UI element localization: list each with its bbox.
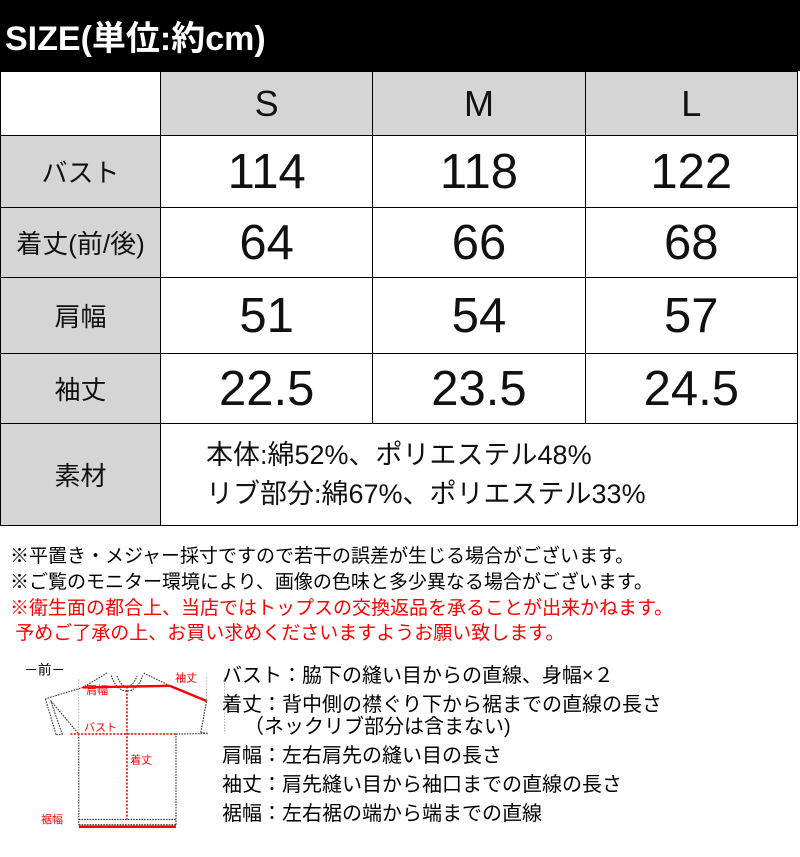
- svg-text:－前－: －前－: [24, 661, 65, 677]
- svg-text:着丈: 着丈: [130, 752, 152, 766]
- svg-text:バスト: バスト: [84, 721, 117, 734]
- svg-text:袖丈: 袖丈: [175, 671, 197, 685]
- svg-text:裾幅: 裾幅: [41, 812, 63, 826]
- svg-text:肩幅: 肩幅: [86, 684, 108, 697]
